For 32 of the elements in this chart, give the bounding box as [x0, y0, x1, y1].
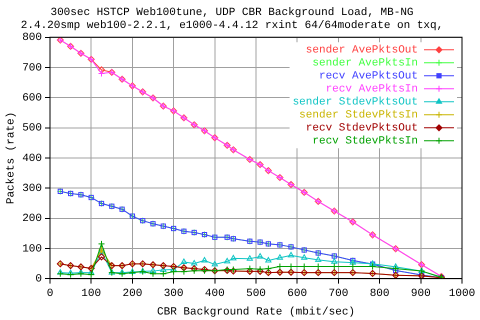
- x-axis-title: CBR Background Rate (mbit/sec): [156, 306, 356, 318]
- legend-label: recv AvePktsOut: [318, 70, 418, 83]
- y-tick-label: 400: [22, 152, 42, 165]
- legend-label: recv AvePktsIn: [326, 84, 418, 96]
- chart-title: 300sec HSTCP Web100tune, UDP CBR Background Load, MB-NG: [50, 7, 414, 20]
- x-tick-label: 400: [204, 288, 225, 300]
- y-tick-label: 200: [22, 213, 42, 226]
- x-tick-label: 800: [370, 288, 390, 300]
- x-tick-label: 100: [81, 288, 102, 300]
- x-tick-label: 200: [122, 288, 142, 300]
- y-tick-label: 300: [22, 183, 42, 196]
- y-tick-label: 600: [22, 92, 42, 105]
- legend-label: sender StdevPktsIn: [299, 110, 418, 122]
- y-tick-label: 100: [22, 243, 42, 256]
- y-axis-title: Packets (rate): [6, 112, 18, 204]
- legend-label: sender AvePktsOut: [306, 44, 418, 57]
- x-tick-label: 700: [328, 288, 348, 300]
- legend-label: recv StdevPktsIn: [312, 136, 418, 148]
- x-tick-label: 300: [164, 288, 184, 300]
- legend-label: recv StdevPktsOut: [306, 122, 418, 135]
- y-tick-label: 0: [35, 274, 42, 286]
- chart-subtitle: 2.4.20smp web100-2.2.1, e1000-4.4.12 rxint 64/64moderate on txq,: [20, 20, 444, 32]
- y-tick-label: 800: [22, 32, 42, 44]
- x-tick-label: 0: [46, 288, 54, 300]
- x-tick-label: 500: [246, 288, 266, 300]
- legend-label: sender StdevPktsOut: [292, 96, 418, 109]
- y-tick-label: 700: [22, 62, 42, 74]
- legend-label: sender AvePktsIn: [312, 58, 418, 70]
- x-tick-label: 600: [287, 288, 308, 300]
- x-tick-label: 900: [410, 288, 431, 300]
- y-tick-label: 500: [22, 122, 42, 135]
- x-tick-label: 1000: [448, 288, 476, 300]
